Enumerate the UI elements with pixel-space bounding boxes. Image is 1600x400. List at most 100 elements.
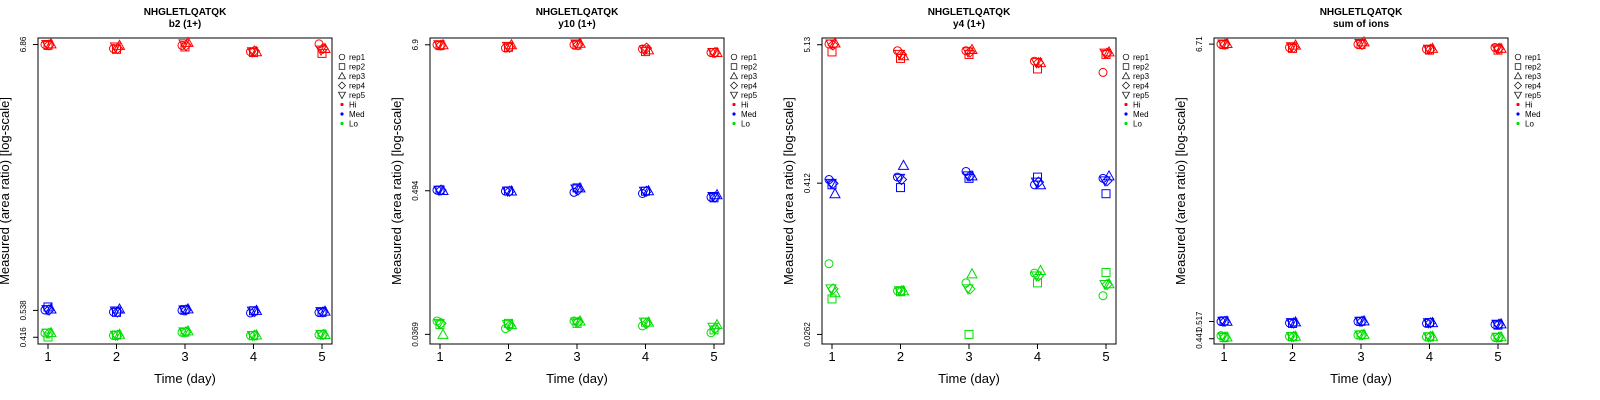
legend-dot-med: [1516, 112, 1520, 116]
legend-marker-rep5: [337, 91, 347, 100]
data-point-med-rep2: [896, 183, 905, 193]
legend-marker-rep2: [1122, 63, 1130, 70]
data-point-hi-rep4: [1101, 47, 1113, 59]
data-point-hi-rep4: [180, 39, 192, 52]
legend-label: rep4: [1525, 82, 1542, 91]
data-point-hi-rep5: [1030, 58, 1043, 69]
legend-dot-med: [732, 112, 736, 116]
data-point-med-rep2: [1493, 320, 1503, 330]
x-axis-label: Time (day): [546, 371, 608, 386]
legend-label: Hi: [1525, 101, 1533, 110]
y-tick-label: 5.13: [803, 36, 812, 52]
legend-dot-hi: [340, 102, 344, 107]
legend-label: Hi: [741, 101, 749, 110]
data-point-lo-rep1: [961, 278, 971, 288]
data-point-med-rep5: [1285, 318, 1298, 329]
legend-marker-rep2: [338, 63, 346, 70]
legend-dot-hi: [732, 102, 736, 107]
legend-label: rep1: [349, 53, 366, 62]
data-point-hi-rep4: [827, 39, 839, 51]
data-point-hi-rep5: [1285, 42, 1298, 53]
data-point-hi-rep5: [41, 39, 53, 51]
data-point-lo-rep5: [41, 328, 53, 340]
y-axis-label: Measured (area ratio) [log-scale]: [781, 97, 796, 285]
data-point-lo-rep5: [638, 317, 651, 329]
data-point-hi-rep5: [707, 48, 719, 59]
x-tick-label: 5: [1494, 349, 1501, 364]
data-point-lo-rep2: [1101, 267, 1111, 277]
data-point-lo-rep5: [501, 320, 514, 331]
data-point-hi-rep5: [501, 41, 514, 53]
y-tick-label: 6.71: [1195, 36, 1204, 52]
data-point-hi-rep5: [109, 42, 122, 53]
data-point-med-rep3: [711, 188, 723, 200]
data-point-hi-rep5: [825, 39, 837, 51]
x-axis-label: Time (day): [938, 371, 1000, 386]
legend-marker-rep4: [1122, 81, 1130, 90]
data-point-hi-rep1: [1098, 67, 1108, 77]
x-tick-label: 2: [1289, 349, 1296, 364]
data-point-hi-rep4: [1356, 38, 1368, 50]
x-tick-label: 1: [828, 349, 835, 364]
chart-subtitle: y10 (1+): [558, 19, 596, 30]
legend-marker-rep4: [338, 81, 346, 90]
data-point-lo-rep5: [1422, 332, 1435, 343]
data-point-hi-rep5: [1217, 39, 1229, 50]
data-point-med-rep4: [1424, 317, 1437, 329]
chart-title: NHGLETLQATQK: [536, 7, 619, 18]
data-point-med-rep5: [178, 305, 190, 317]
legend-dot-lo: [732, 121, 736, 126]
legend-label: rep1: [1525, 53, 1542, 62]
x-tick-label: 4: [642, 349, 649, 364]
data-point-med-rep4: [317, 306, 329, 318]
data-point-hi-rep2: [641, 47, 650, 57]
y-axis-label: Measured (area ratio) [log-scale]: [1173, 97, 1188, 285]
data-point-hi-rep4: [1287, 41, 1300, 54]
data-point-hi-rep5: [962, 47, 974, 58]
x-tick-label: 1: [1220, 349, 1227, 364]
data-point-hi-rep3: [642, 43, 655, 55]
data-point-med-rep3: [113, 303, 126, 314]
data-point-hi-rep5: [315, 45, 327, 57]
data-point-hi-rep4: [248, 45, 261, 57]
data-point-hi-rep3: [113, 39, 126, 50]
y-axis-label: Measured (area ratio) [log-scale]: [0, 97, 12, 285]
data-point-lo-rep1: [824, 259, 834, 269]
data-point-lo-rep5: [1030, 271, 1043, 282]
legend-marker-rep3: [1513, 71, 1523, 80]
data-point-lo-rep4: [1101, 278, 1113, 291]
legend-label: rep4: [741, 82, 758, 91]
data-point-lo-rep5: [1491, 332, 1503, 344]
x-axis-label: Time (day): [1330, 371, 1392, 386]
data-point-hi-rep5: [638, 45, 651, 56]
x-tick-label: 1: [436, 349, 443, 364]
y-tick-label: 6.86: [19, 36, 28, 52]
data-point-med-rep5: [1354, 316, 1366, 328]
plot-frame: [821, 37, 1117, 345]
x-tick-label: 3: [965, 349, 972, 364]
y-tick-label: 0.0262: [803, 322, 812, 347]
data-point-med-rep5: [246, 306, 259, 318]
legend-marker-rep1: [1514, 53, 1522, 61]
chart-subtitle: sum of ions: [1333, 19, 1390, 30]
data-point-hi-rep4: [111, 42, 124, 55]
data-point-hi-rep4: [503, 41, 516, 53]
data-point-lo-rep5: [825, 284, 837, 295]
legend-label: rep2: [1133, 63, 1150, 72]
data-point-med-rep4: [1032, 176, 1045, 188]
legend-label: rep5: [349, 91, 366, 100]
data-point-hi-rep4: [572, 39, 584, 51]
data-point-lo-rep4: [317, 328, 329, 341]
y-tick-label: 0.538: [19, 300, 28, 321]
x-tick-label: 2: [113, 349, 120, 364]
data-point-hi-rep4: [1219, 38, 1231, 50]
chart-title: NHGLETLQATQK: [144, 7, 227, 18]
legend-marker-rep1: [338, 53, 346, 61]
x-tick-label: 3: [573, 349, 580, 364]
data-point-hi-rep4: [895, 48, 908, 61]
legend-label: Hi: [1133, 101, 1141, 110]
y-tick-label: 0.441: [1195, 328, 1204, 349]
data-point-med-rep4: [503, 185, 516, 197]
